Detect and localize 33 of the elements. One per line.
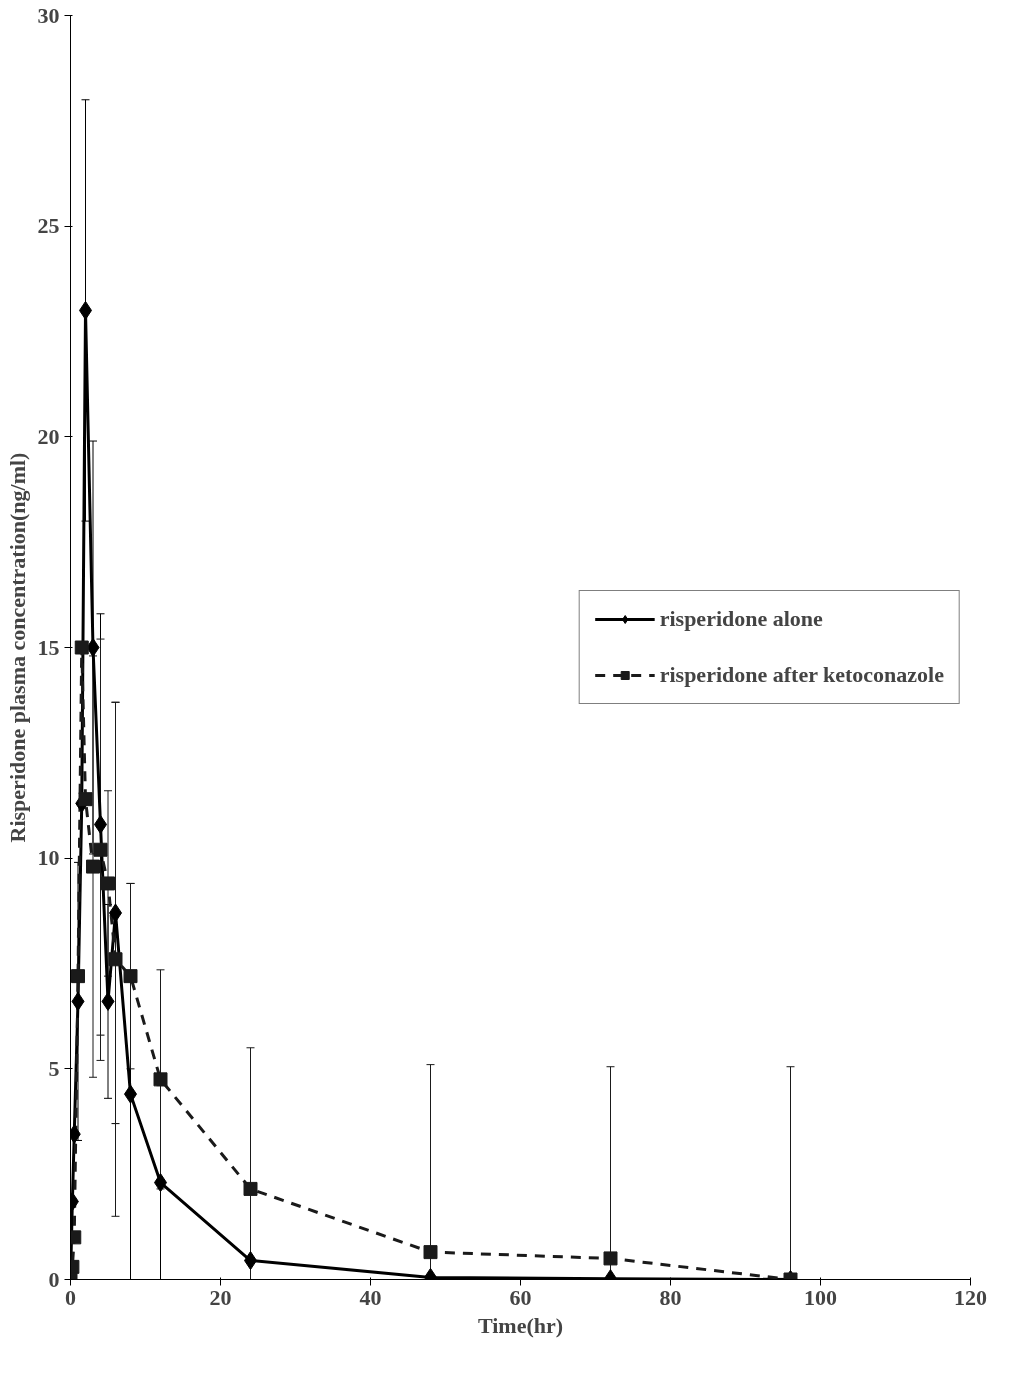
x-tick-label: 100 [804, 1284, 837, 1310]
x-tick-label: 120 [954, 1284, 987, 1310]
point [243, 1181, 258, 1196]
y-axis-title: Risperidone plasma concentration(ng/ml) [4, 452, 30, 843]
y-tick-label: 30 [37, 2, 60, 28]
point [71, 969, 85, 984]
point [423, 1245, 438, 1260]
y-tick-label: 20 [37, 423, 60, 449]
y-tick-label: 15 [37, 634, 60, 660]
point [101, 876, 115, 891]
point [86, 638, 100, 657]
legend-label: risperidone alone [659, 606, 823, 632]
x-tick-label: 40 [359, 1284, 382, 1310]
point [153, 1072, 168, 1087]
point [74, 640, 89, 655]
x-tick-label: 80 [659, 1284, 682, 1310]
y-tick-label: 5 [48, 1055, 60, 1081]
point [93, 842, 108, 857]
point [101, 991, 115, 1011]
y-tick-label: 10 [37, 845, 60, 871]
x-tick-label: 20 [209, 1284, 232, 1310]
point [71, 991, 85, 1011]
point [86, 859, 100, 874]
x-axis-title: Time(hr) [477, 1312, 564, 1338]
point [108, 952, 123, 967]
point [603, 1251, 618, 1266]
y-tick-label: 0 [48, 1266, 60, 1292]
x-tick-label: 60 [509, 1284, 532, 1310]
legend-label: risperidone after ketoconazole [659, 662, 944, 688]
point [78, 792, 93, 807]
point [123, 969, 138, 984]
x-tick-label: 0 [65, 1284, 76, 1310]
y-tick-label: 25 [37, 213, 60, 239]
